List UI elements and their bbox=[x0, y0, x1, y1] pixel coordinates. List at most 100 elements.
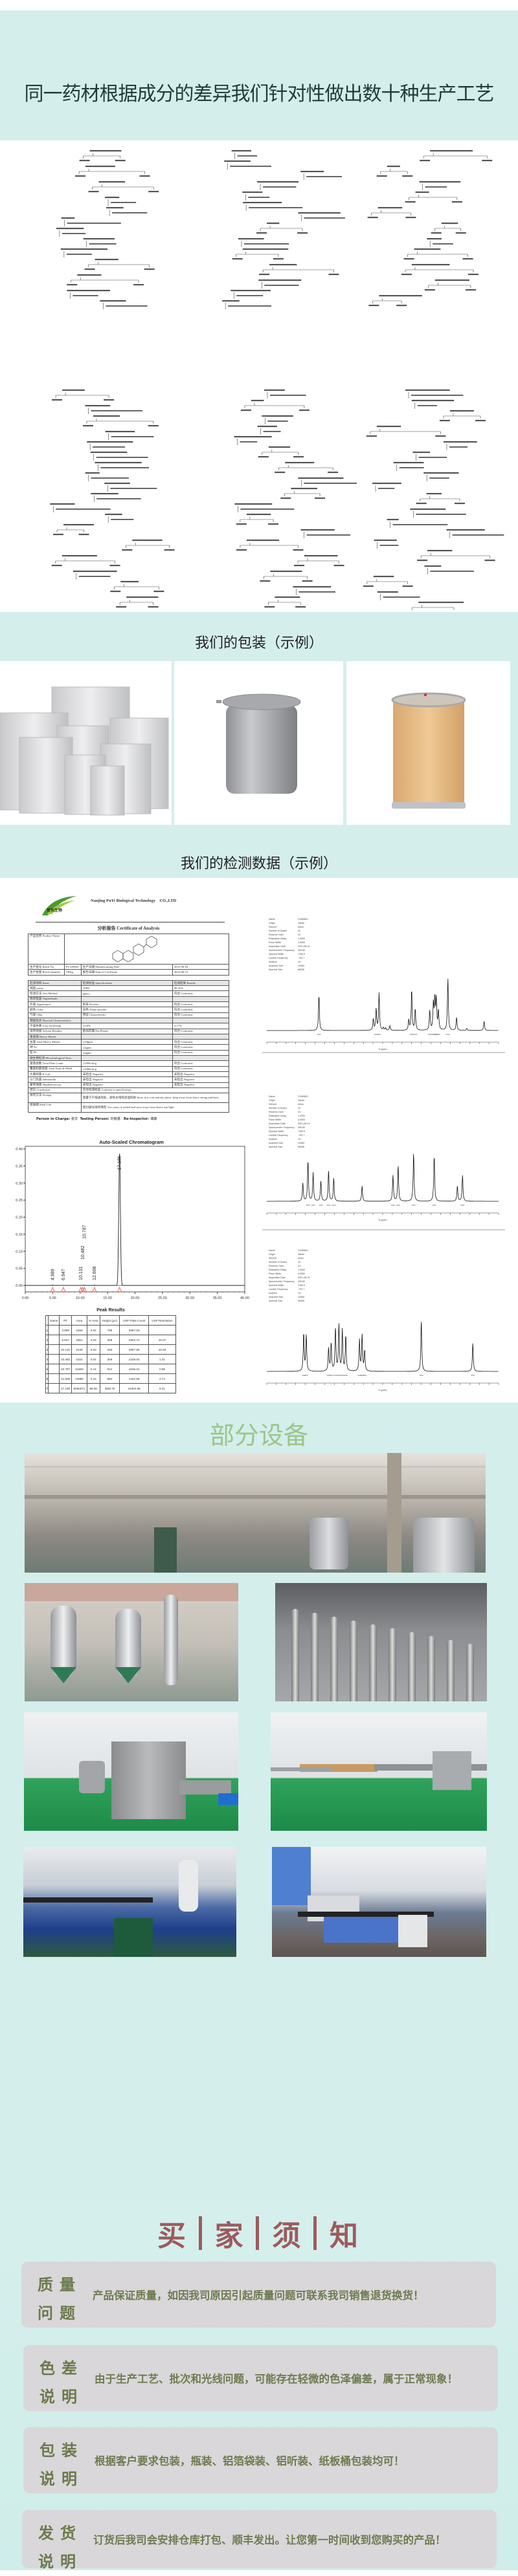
coa-item: 铅 Pb bbox=[28, 1049, 82, 1056]
nmr-plot: f1 (ppm) bbox=[262, 978, 505, 1053]
peak-cell: 17.186 bbox=[59, 1383, 73, 1393]
flow-text bbox=[257, 426, 277, 428]
coa-result: 符合 Conforms bbox=[172, 1007, 230, 1013]
nmr-param-row: Number of Scans 32 bbox=[269, 1106, 310, 1110]
page-title: 同一药材根据成分的差异我们针对性做出数十种生产工艺 bbox=[24, 83, 495, 105]
flow-text bbox=[85, 405, 111, 407]
label-line-1: 色差 bbox=[39, 2359, 84, 2377]
label-line-2: 说明 bbox=[38, 2553, 82, 2571]
flow-text bbox=[462, 258, 473, 260]
peak-col-header: USP Plate Count bbox=[119, 1315, 149, 1326]
peak-cell: 11583 bbox=[71, 1364, 87, 1374]
flow-text bbox=[238, 238, 264, 240]
nmr-param-name: Number of Scans bbox=[269, 1261, 287, 1263]
nmr-param-name: Relaxation Delay bbox=[269, 1115, 287, 1117]
product-name-label: 产品名称 Product Name bbox=[28, 933, 65, 965]
nmr-param-value: 4.0500 bbox=[298, 1272, 305, 1275]
flow-text bbox=[96, 457, 148, 458]
nmr-param-row: Spectral Size 65536 bbox=[269, 968, 310, 972]
flow-text bbox=[85, 166, 115, 168]
nmr-param-value: 14384 bbox=[298, 1142, 304, 1144]
flow-text bbox=[257, 181, 299, 183]
flow-connector bbox=[372, 298, 402, 303]
column-tube bbox=[447, 1640, 455, 1701]
flow-text bbox=[275, 472, 286, 474]
peak-cell bbox=[48, 1373, 60, 1384]
nmr-param-value: 7183.9 bbox=[298, 1130, 305, 1133]
nmr-param-row: Spectrometer Frequency 399.89 bbox=[269, 1280, 310, 1283]
flow-connector bbox=[380, 169, 408, 174]
coa-result: 符合 Conforms bbox=[172, 1060, 230, 1067]
nmr-divider bbox=[262, 1229, 505, 1230]
flow-text bbox=[87, 441, 133, 443]
flow-connector bbox=[113, 584, 159, 589]
equipment-photo-tablet-press bbox=[24, 1712, 238, 1831]
nmr-params: Name 21080801 Origin Varian Solvent dmso Numbe… bbox=[269, 1095, 310, 1149]
peak-cell bbox=[48, 1335, 60, 1345]
nmr-param-row: Acquired Size 14384 bbox=[269, 964, 310, 968]
coa-spec bbox=[80, 1017, 173, 1024]
nmr-param-value: 2021-08-13 bbox=[298, 1122, 310, 1125]
notice-card-text: 由于生产工艺、批次和光线问题，可能存在轻微的色泽偏差，属于正常现象！ bbox=[95, 2373, 458, 2385]
nmr-param-name: Spectrometer Frequency bbox=[269, 949, 295, 952]
y-tick-label: 0.40 bbox=[16, 1148, 23, 1152]
flow-text bbox=[73, 295, 98, 296]
flow-text bbox=[224, 160, 251, 162]
flow-text bbox=[53, 534, 64, 536]
nmr-param-row: Acquired Size 14384 bbox=[269, 1141, 310, 1145]
y-tick-label: 0.25 bbox=[16, 1199, 23, 1203]
packaging-title: 我们的包装（示例） bbox=[194, 635, 323, 651]
flow-text bbox=[112, 212, 148, 213]
flow-text bbox=[411, 395, 464, 396]
flow-connector bbox=[428, 283, 471, 288]
nmr-param-name: Origin bbox=[269, 922, 275, 924]
coa-spec: 白色 White powder bbox=[80, 1007, 173, 1013]
nmr-param-value: 7183.9 bbox=[298, 1284, 305, 1287]
nmr-param-value: Varian bbox=[298, 1253, 305, 1256]
notice-card-label: 发货 说明 bbox=[38, 2519, 90, 2576]
flow-text bbox=[482, 160, 493, 162]
peak-cell bbox=[48, 1354, 60, 1364]
flow-text bbox=[264, 285, 299, 286]
peak-cell: 0.14 bbox=[86, 1364, 100, 1374]
peak-cell bbox=[48, 1383, 60, 1393]
peak-label: 10.482 bbox=[81, 1245, 85, 1260]
nmr-param-value: 14384 bbox=[298, 965, 304, 967]
flow-text bbox=[434, 279, 469, 281]
notice-card-label: 质量 问题 bbox=[38, 2271, 89, 2328]
peak-marker bbox=[82, 1287, 87, 1293]
col-results: 检测结果 Results bbox=[172, 979, 230, 987]
nmr-param-name: Spectral Width bbox=[269, 1284, 284, 1287]
nmr-param-name: Pulse Width bbox=[269, 1119, 282, 1121]
nmr-param-row: Receiver Gain 44 bbox=[269, 1110, 310, 1114]
nmr-param-name: Receiver Gain bbox=[269, 1111, 284, 1113]
coa-item: 大肠杆菌 E.Coli. bbox=[28, 1071, 82, 1078]
flow-text bbox=[431, 232, 442, 234]
flow-text bbox=[249, 207, 303, 208]
nmr-param-name: Spectral Width bbox=[269, 1130, 284, 1133]
flow-text bbox=[122, 549, 133, 551]
equipment-photo-evaporators bbox=[25, 1583, 238, 1701]
coa-row: 砷 As ≤2ppm 符合 Conforms bbox=[28, 1044, 230, 1051]
flow-text bbox=[446, 529, 485, 531]
peak-cell: 2867.80 bbox=[119, 1344, 149, 1355]
flow-text bbox=[411, 264, 450, 266]
flow-connector bbox=[92, 184, 154, 190]
coa-row: 菌落总数 Total Plate Count ≤1000cfu/g 符合 Confo… bbox=[28, 1060, 230, 1067]
peak-label: 12.608 bbox=[93, 1266, 97, 1280]
flow-connector bbox=[278, 465, 333, 470]
nmr-param-row: Spectral Width 7183.9 bbox=[269, 1130, 310, 1133]
nmr-param-value: 1H bbox=[298, 961, 301, 963]
nmr-param-row: Relaxation Delay 1.0000 bbox=[269, 1268, 310, 1272]
notice-card: 包装 说明 根据客户要求包装，瓶装、铝箔袋装、铝听装、纸板桶包装均可！ bbox=[23, 2427, 498, 2493]
flow-text bbox=[96, 498, 141, 499]
flow-text bbox=[304, 555, 338, 557]
flow-text bbox=[280, 497, 291, 499]
flow-text bbox=[77, 274, 102, 276]
flow-text bbox=[418, 457, 447, 458]
process-flow-diagram bbox=[56, 150, 159, 309]
coa-item: 砷 As bbox=[28, 1044, 82, 1051]
peak-cell: 1.01 bbox=[148, 1354, 176, 1364]
flow-text bbox=[439, 420, 450, 422]
coa-row: 铅 Pb ≤2ppm 符合 Conforms bbox=[28, 1049, 230, 1056]
